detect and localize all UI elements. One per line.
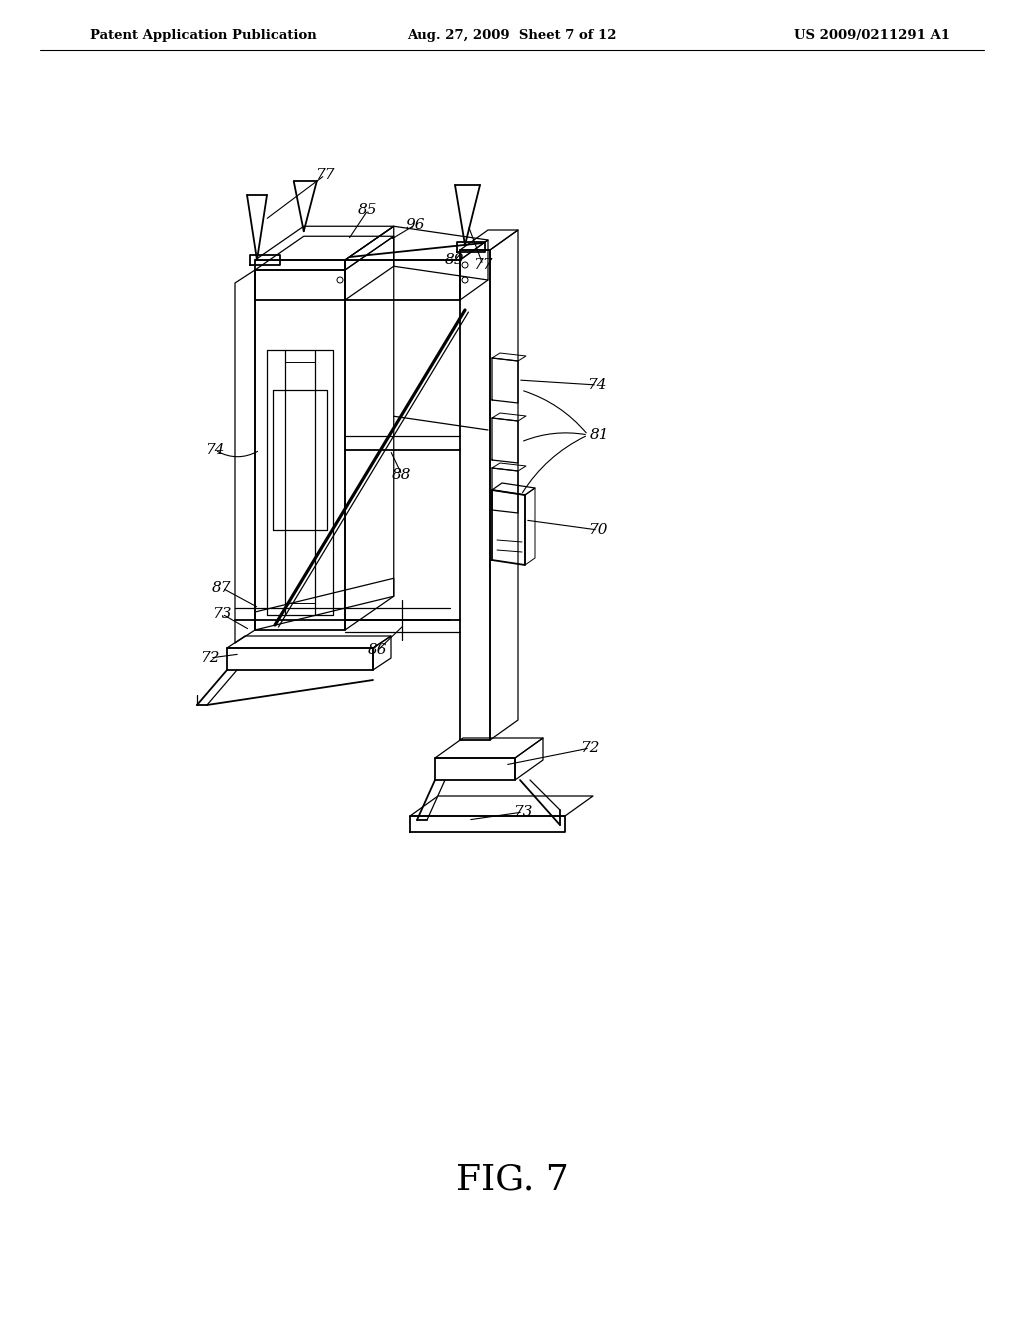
Polygon shape [460,240,488,300]
Text: 70: 70 [588,523,608,537]
Text: 81: 81 [590,428,609,442]
Text: 74: 74 [587,378,607,392]
Text: US 2009/0211291 A1: US 2009/0211291 A1 [794,29,950,41]
Polygon shape [345,260,460,300]
Polygon shape [492,483,535,495]
Polygon shape [234,271,255,643]
Polygon shape [460,249,490,741]
Text: 87: 87 [212,581,231,595]
Polygon shape [492,463,526,471]
Text: 72: 72 [581,741,600,755]
Polygon shape [267,350,285,615]
Text: 96: 96 [406,218,425,232]
Text: 72: 72 [201,651,220,665]
Polygon shape [492,358,518,403]
Polygon shape [457,242,485,252]
Polygon shape [250,255,280,265]
Polygon shape [273,389,327,531]
Polygon shape [492,352,526,360]
Polygon shape [373,636,391,671]
Polygon shape [435,738,543,758]
Text: 86: 86 [369,643,388,657]
Polygon shape [525,488,535,565]
Polygon shape [255,578,394,630]
Polygon shape [255,236,394,271]
Polygon shape [345,226,488,260]
Text: 74: 74 [205,444,224,457]
Text: 89: 89 [445,253,465,267]
Text: FIG. 7: FIG. 7 [456,1163,568,1197]
Polygon shape [460,230,518,249]
Polygon shape [345,236,394,630]
Text: 73: 73 [212,607,231,620]
Text: Aug. 27, 2009  Sheet 7 of 12: Aug. 27, 2009 Sheet 7 of 12 [408,29,616,41]
Text: 85: 85 [358,203,378,216]
Polygon shape [345,226,394,300]
Text: 88: 88 [392,469,412,482]
Polygon shape [492,418,518,463]
Polygon shape [315,350,333,615]
Polygon shape [227,648,373,671]
Text: Patent Application Publication: Patent Application Publication [90,29,316,41]
Polygon shape [410,816,565,832]
Polygon shape [492,413,526,421]
Polygon shape [255,226,394,260]
Polygon shape [490,230,518,741]
Polygon shape [492,469,518,513]
Text: 77: 77 [473,257,493,272]
Text: 77: 77 [315,168,335,182]
Polygon shape [255,260,345,300]
Polygon shape [515,738,543,780]
Polygon shape [410,796,593,816]
Polygon shape [255,271,345,630]
Polygon shape [435,758,515,780]
Polygon shape [227,636,391,648]
Text: 73: 73 [513,805,532,818]
Polygon shape [492,490,525,565]
